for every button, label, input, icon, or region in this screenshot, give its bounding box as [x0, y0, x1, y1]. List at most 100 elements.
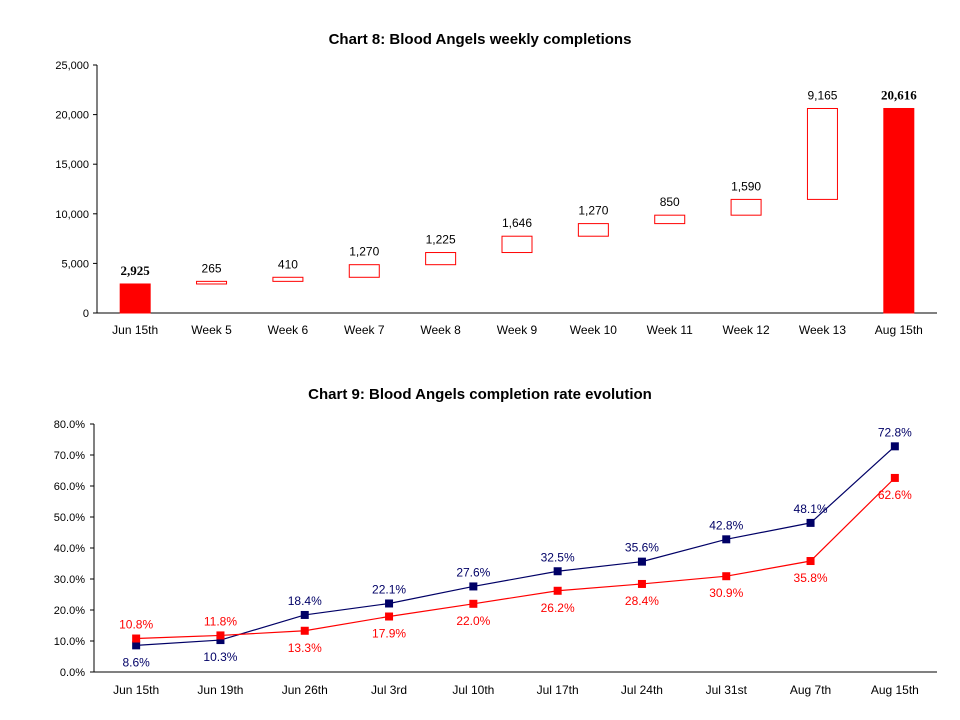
chart-9-category-label: Aug 15th [871, 683, 919, 697]
chart-9-series-1-data-label: 72.8% [878, 425, 912, 439]
chart-9-series-1-point [806, 518, 815, 527]
chart-8-bar [806, 107, 838, 200]
chart-8-data-label: 1,225 [426, 233, 456, 247]
chart-8-y-tick-label: 15,000 [55, 159, 89, 171]
chart-8-category-label: Week 6 [268, 323, 309, 337]
chart-9-series-2-point [385, 612, 394, 621]
chart-9-y-tick-label: 0.0% [60, 667, 85, 679]
chart-9-category-label: Jul 10th [452, 683, 494, 697]
chart-9-series-1-point [722, 535, 731, 544]
chart-8-category-label: Week 11 [647, 323, 694, 337]
chart-9-title: Chart 9: Blood Angels completion rate ev… [308, 386, 652, 403]
chart-8-category-label: Week 7 [344, 323, 385, 337]
chart-9-series-2-point [469, 599, 478, 608]
chart-9-series-2-data-label: 13.3% [288, 641, 322, 655]
chart-9-y-tick-label: 50.0% [54, 512, 85, 524]
chart-8-data-label: 1,590 [731, 179, 761, 193]
chart-9-series-2-point [722, 572, 731, 581]
chart-8-bar [577, 223, 609, 237]
chart-9-category-label: Jun 15th [113, 683, 159, 697]
chart-9-series-1-point [385, 599, 394, 608]
chart-9-series-1-point [216, 636, 225, 645]
chart-9-series-1-point [637, 557, 646, 566]
chart-8-category-label: Week 10 [570, 323, 617, 337]
chart-8-category-label: Week 5 [191, 323, 232, 337]
chart-9-series-2-point [216, 631, 225, 640]
chart-9-series-2-point [132, 634, 141, 643]
chart-8-y-tick-label: 25,000 [55, 60, 89, 72]
chart-9-series-2-line [136, 477, 896, 640]
chart-9-series-1-point [890, 442, 899, 451]
chart-9-y-tick-label: 70.0% [54, 450, 85, 462]
chart-9-category-label: Aug 7th [790, 683, 831, 697]
chart-9-y-tick-label: 20.0% [54, 605, 85, 617]
chart-9-category-label: Jun 26th [282, 683, 328, 697]
chart-9-series-2-data-label: 22.0% [456, 614, 490, 628]
chart-9-series-1-data-label: 48.1% [794, 502, 828, 516]
chart-9-series-2-point [300, 626, 309, 635]
chart-8-y-tick-label: 20,000 [55, 110, 89, 122]
chart-9-series-2-point [553, 586, 562, 595]
chart-9-y-tick-label: 40.0% [54, 543, 85, 555]
chart-8-data-label: 1,270 [578, 204, 608, 218]
chart-9-y-tick-label: 60.0% [54, 481, 85, 493]
chart-9-series-1-point [300, 610, 309, 619]
chart-8-data-label: 850 [660, 195, 680, 209]
chart-9-category-label: Jul 17th [537, 683, 579, 697]
chart-8-bar [348, 264, 380, 278]
chart-8-bar [119, 283, 151, 314]
chart-9-series-1-line [136, 445, 896, 646]
chart-8-bar [654, 214, 686, 225]
chart-8-data-label: 265 [202, 261, 222, 275]
chart-9-line: Chart 9: Blood Angels completion rate ev… [54, 386, 937, 697]
chart-8-bar [501, 235, 533, 254]
chart-8-waterfall: Chart 8: Blood Angels weekly completions… [55, 31, 937, 337]
chart-9-series-1-data-label: 42.8% [709, 518, 743, 532]
chart-8-category-label: Jun 15th [112, 323, 158, 337]
chart-9-series-1-point [469, 582, 478, 591]
chart-8-category-label: Week 13 [799, 323, 846, 337]
chart-8-data-label: 1,646 [502, 216, 532, 230]
chart-8-category-label: Week 12 [723, 323, 770, 337]
chart-9-category-label: Jul 24th [621, 683, 663, 697]
chart-9-series-1-point [553, 567, 562, 576]
chart-8-bar [425, 252, 457, 266]
chart-9-series-1-data-label: 32.5% [541, 550, 575, 564]
chart-9-category-label: Jul 31st [706, 683, 748, 697]
chart-9-y-tick-label: 10.0% [54, 636, 85, 648]
chart-9-series-2-data-label: 30.9% [709, 586, 743, 600]
chart-8-data-label: 410 [278, 257, 298, 271]
chart-8-bar [272, 276, 304, 282]
chart-8-category-label: Week 8 [420, 323, 461, 337]
chart-9-series-2-data-label: 11.8% [204, 614, 237, 628]
chart-9-series-2-data-label: 62.6% [878, 488, 912, 502]
chart-8-y-tick-label: 5,000 [61, 258, 89, 270]
chart-9-series-2-data-label: 28.4% [625, 594, 659, 608]
chart-9-category-label: Jun 19th [197, 683, 243, 697]
chart-8-data-label: 9,165 [807, 88, 837, 102]
chart-8-bar [196, 280, 228, 285]
chart-8-data-label: 20,616 [881, 87, 917, 102]
chart-8-y-tick-label: 10,000 [55, 209, 89, 221]
chart-9-series-2-data-label: 17.9% [372, 627, 406, 641]
chart-9-series-2-point [637, 579, 646, 588]
chart-9-series-2-point [890, 473, 899, 482]
chart-8-category-label: Aug 15th [875, 323, 923, 337]
chart-9-series-1-data-label: 10.3% [203, 650, 237, 664]
chart-9-series-1-point [132, 641, 141, 650]
chart-8-data-label: 2,925 [121, 263, 151, 278]
chart-9-series-2-data-label: 35.8% [794, 571, 828, 585]
chart-9-series-2-point [806, 557, 815, 566]
chart-8-category-label: Week 9 [497, 323, 538, 337]
chart-8-bar [883, 107, 915, 314]
chart-8-title: Chart 8: Blood Angels weekly completions [329, 31, 632, 48]
chart-9-series-1-data-label: 35.6% [625, 541, 659, 555]
chart-9-series-1-data-label: 8.6% [122, 655, 150, 669]
chart-9-y-tick-label: 80.0% [54, 419, 85, 431]
chart-9-y-tick-label: 30.0% [54, 574, 85, 586]
chart-9-series-1-data-label: 27.6% [456, 565, 490, 579]
chart-9-series-1-data-label: 18.4% [288, 594, 322, 608]
chart-8-y-tick-label: 0 [83, 308, 89, 320]
chart-8-bar [730, 198, 762, 216]
